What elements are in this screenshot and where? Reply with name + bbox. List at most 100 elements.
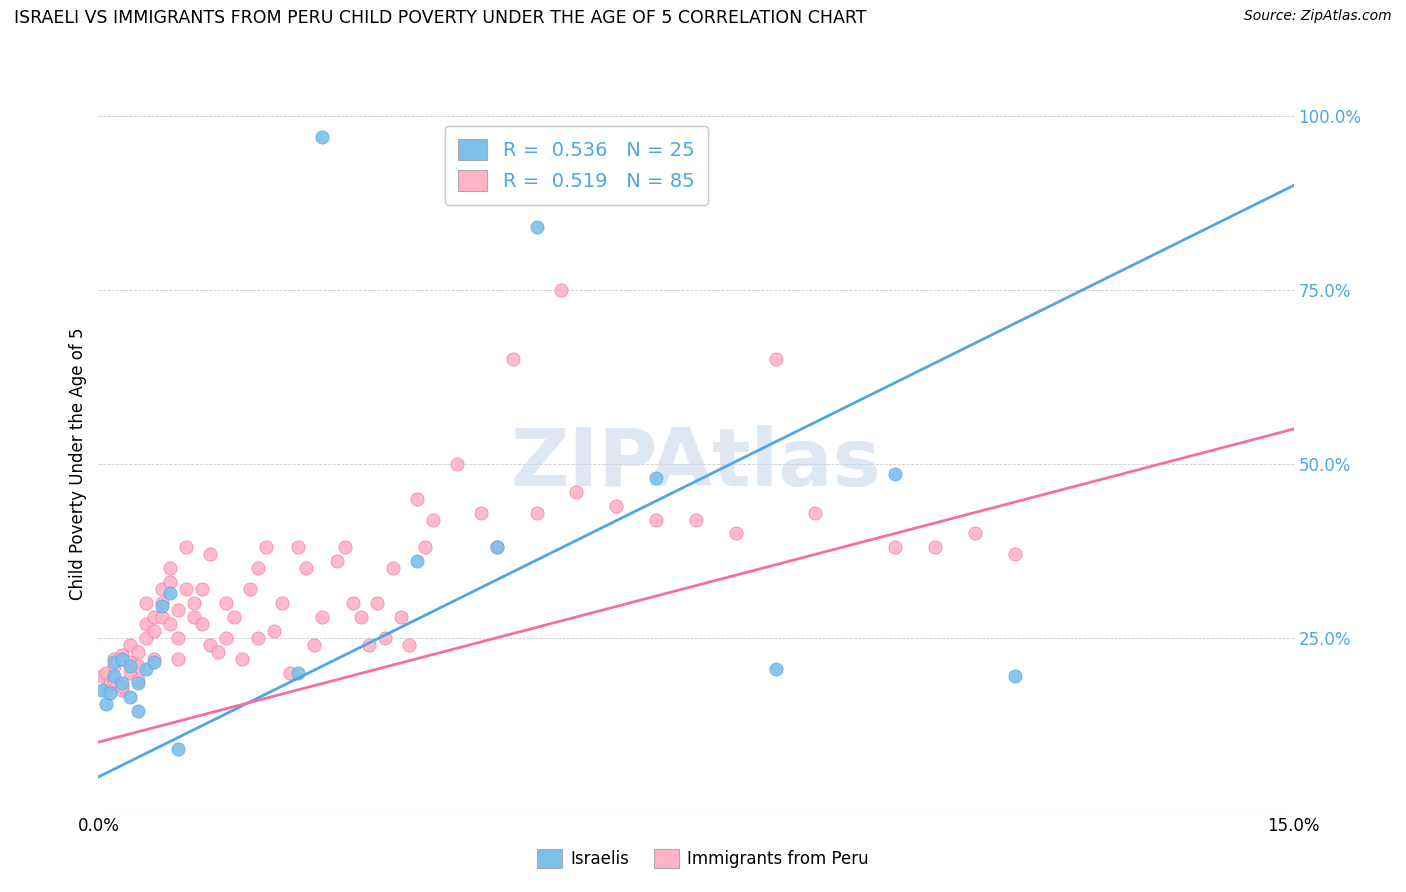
Point <box>685 512 707 526</box>
Legend: Israelis, Immigrants from Peru: Israelis, Immigrants from Peru <box>530 843 876 875</box>
Point <box>120 655 142 669</box>
Point <box>111 680 134 694</box>
Point <box>120 638 142 652</box>
Point <box>311 129 333 144</box>
Point <box>96 683 118 698</box>
Point <box>174 541 197 555</box>
Point <box>150 610 173 624</box>
Point <box>143 624 166 638</box>
Point <box>127 676 149 690</box>
Point <box>91 669 114 683</box>
Point <box>127 704 149 718</box>
Point <box>159 561 181 575</box>
Point <box>150 582 173 596</box>
Text: Source: ZipAtlas.com: Source: ZipAtlas.com <box>1244 9 1392 23</box>
Text: ISRAELI VS IMMIGRANTS FROM PERU CHILD POVERTY UNDER THE AGE OF 5 CORRELATION CHA: ISRAELI VS IMMIGRANTS FROM PERU CHILD PO… <box>14 9 866 27</box>
Point <box>311 610 333 624</box>
Point <box>127 658 149 673</box>
Point <box>150 596 173 610</box>
Point <box>135 662 157 676</box>
Point <box>91 683 114 698</box>
Point <box>422 512 444 526</box>
Point <box>724 526 747 541</box>
Point <box>127 645 149 659</box>
Point <box>413 541 436 555</box>
Point <box>884 541 907 555</box>
Point <box>127 673 149 687</box>
Point <box>120 658 142 673</box>
Point <box>287 665 309 680</box>
Point <box>135 596 157 610</box>
Point <box>135 616 157 631</box>
Point <box>174 582 197 596</box>
Point <box>167 651 190 665</box>
Point <box>526 220 548 235</box>
Point <box>143 651 166 665</box>
Point <box>246 561 269 575</box>
Point <box>103 658 125 673</box>
Point <box>765 352 787 367</box>
Point <box>526 506 548 520</box>
Point <box>111 683 134 698</box>
Point <box>239 582 262 596</box>
Point <box>765 662 787 676</box>
Point <box>246 631 269 645</box>
Point <box>111 676 134 690</box>
Point <box>302 638 325 652</box>
Text: ZIPAtlas: ZIPAtlas <box>510 425 882 503</box>
Point <box>270 596 292 610</box>
Point <box>1004 669 1026 683</box>
Point <box>389 610 412 624</box>
Point <box>335 541 357 555</box>
Point <box>804 506 827 520</box>
Point <box>470 506 492 520</box>
Point <box>222 610 245 624</box>
Point <box>550 283 572 297</box>
Point <box>100 676 122 690</box>
Point <box>645 512 668 526</box>
Point <box>191 616 214 631</box>
Point <box>191 582 214 596</box>
Point <box>374 631 396 645</box>
Point <box>287 541 309 555</box>
Point <box>231 651 253 665</box>
Point <box>342 596 364 610</box>
Point <box>167 603 190 617</box>
Point <box>103 655 125 669</box>
Point <box>96 697 118 711</box>
Point <box>446 457 468 471</box>
Point <box>96 665 118 680</box>
Point <box>103 673 125 687</box>
Point <box>135 631 157 645</box>
Point <box>167 742 190 756</box>
Point <box>398 638 420 652</box>
Point <box>120 690 142 704</box>
Point <box>565 484 588 499</box>
Point <box>198 547 221 561</box>
Point <box>263 624 285 638</box>
Point <box>963 526 986 541</box>
Point <box>406 554 429 568</box>
Point <box>382 561 405 575</box>
Point <box>215 631 238 645</box>
Point <box>645 471 668 485</box>
Point <box>884 467 907 482</box>
Point <box>111 648 134 662</box>
Point <box>159 585 181 599</box>
Point <box>359 638 381 652</box>
Point <box>167 631 190 645</box>
Point <box>100 686 122 700</box>
Point <box>207 645 229 659</box>
Point <box>143 610 166 624</box>
Point <box>350 610 373 624</box>
Point <box>183 610 205 624</box>
Point <box>502 352 524 367</box>
Point <box>198 638 221 652</box>
Point <box>485 541 508 555</box>
Point <box>103 651 125 665</box>
Point <box>120 665 142 680</box>
Point <box>326 554 349 568</box>
Point <box>183 596 205 610</box>
Point <box>111 651 134 665</box>
Point <box>406 491 429 506</box>
